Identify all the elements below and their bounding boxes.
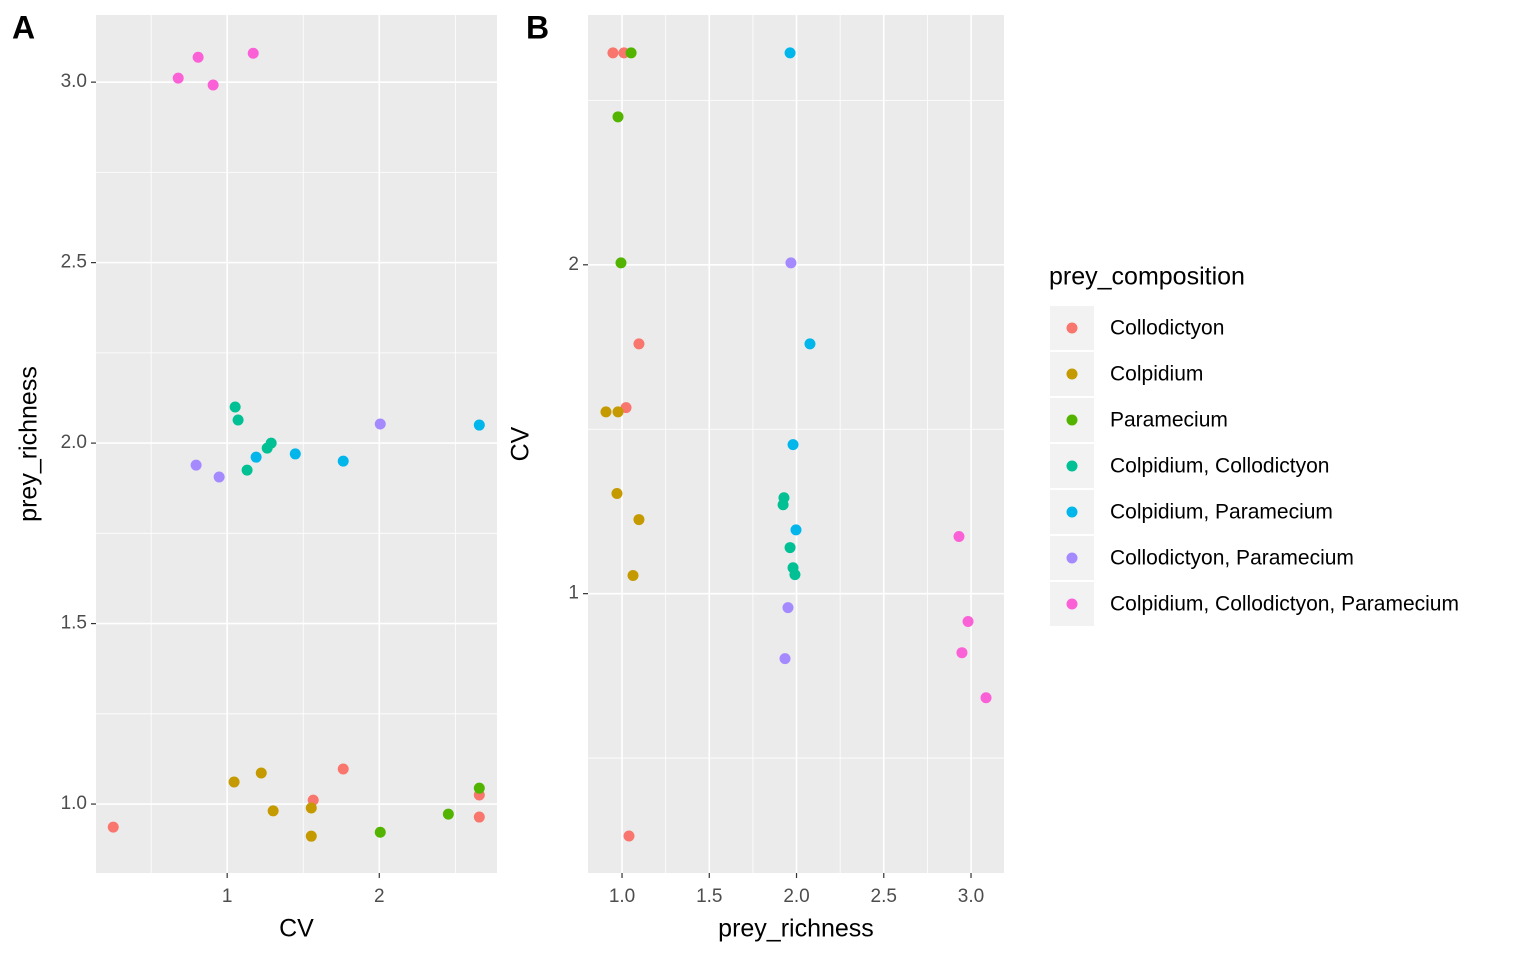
legend-label: Collodictyon, Paramecium [1110,547,1354,570]
point [247,47,259,59]
x-tick-label: 3.0 [958,886,984,907]
point [980,692,992,704]
point [289,448,301,460]
x-tick-label: 1.5 [696,886,722,907]
y-axis-title: CV [507,426,535,461]
point [190,459,202,471]
point [779,653,791,665]
point [782,602,794,614]
y-tick-label: 2.0 [61,432,87,453]
point [956,647,968,659]
point [627,570,639,582]
panel-label: A [12,9,35,45]
x-axis-title: prey_richness [718,915,874,943]
legend-label: Paramecium [1110,409,1228,432]
y-tick-label: 1.0 [61,793,87,814]
x-tick-label: 2 [374,886,385,907]
point [473,419,485,431]
point [623,830,635,842]
point [232,414,244,426]
point [207,79,219,91]
point [633,514,645,526]
point [305,802,317,814]
point [255,767,267,779]
point [612,111,624,123]
legend-label: Collodictyon [1110,317,1224,340]
point [473,782,485,794]
legend-label: Colpidium, Collodictyon, Paramecium [1110,593,1459,616]
point [228,776,240,788]
point [633,338,645,350]
point [607,47,619,59]
point [804,338,816,350]
y-axis-title: prey_richness [15,366,43,522]
legend-marker [1066,368,1078,380]
point [473,811,485,823]
point [953,531,965,543]
point [625,47,637,59]
legend-marker [1066,322,1078,334]
point [250,451,262,463]
legend-marker [1066,552,1078,564]
legend-marker [1066,460,1078,472]
legend-title: prey_composition [1049,263,1245,291]
x-tick-label: 1 [222,886,233,907]
x-tick-label: 2.5 [871,886,897,907]
point [172,72,184,84]
point [784,542,796,554]
point [265,437,277,449]
point [612,406,624,418]
point [337,763,349,775]
point [615,257,627,269]
y-tick-label: 1.5 [61,613,87,634]
point [267,805,279,817]
legend-label: Colpidium, Paramecium [1110,501,1333,524]
point [962,615,974,627]
point [192,51,204,63]
point [229,401,241,413]
point [611,488,623,500]
legend-marker [1066,598,1078,610]
y-tick-label: 2.5 [61,252,87,273]
legend-marker [1066,414,1078,426]
point [305,830,317,842]
point [337,455,349,467]
point [784,47,796,59]
point [790,524,802,536]
point [374,418,386,430]
x-tick-label: 1.0 [609,886,635,907]
y-tick-label: 3.0 [61,71,87,92]
point [789,569,801,581]
legend-label: Colpidium [1110,363,1203,386]
x-tick-label: 2.0 [783,886,809,907]
point [787,439,799,451]
panel-label: B [526,9,549,45]
y-tick-label: 2 [568,254,579,275]
point [241,464,253,476]
panel-background [96,15,497,873]
point [213,471,225,483]
y-tick-label: 1 [568,583,579,604]
point [374,826,386,838]
legend-label: Colpidium, Collodictyon [1110,455,1329,478]
point [442,808,454,820]
point [600,406,612,418]
legend-marker [1066,506,1078,518]
x-axis-title: CV [279,915,314,943]
point [107,821,119,833]
point [785,257,797,269]
point [777,499,789,511]
